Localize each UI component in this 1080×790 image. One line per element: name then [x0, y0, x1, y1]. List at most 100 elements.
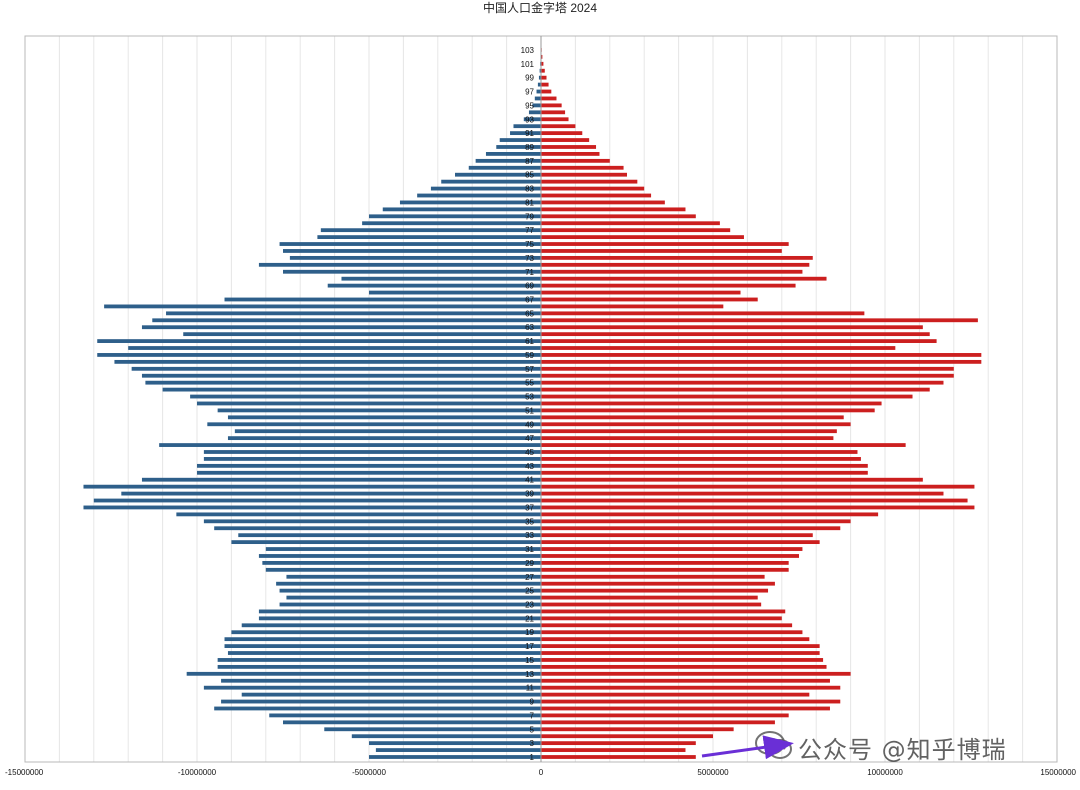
right-bar-age-95: [541, 103, 562, 108]
right-bar-age-60: [541, 346, 896, 350]
left-bar-age-65: [166, 311, 542, 316]
left-bar-age-48: [234, 429, 541, 434]
right-bar-age-46: [541, 443, 906, 447]
left-bar-age-17: [224, 644, 541, 648]
left-bar-age-49: [207, 422, 541, 427]
left-bar-age-57: [131, 366, 541, 371]
left-bar-age-67: [224, 297, 541, 302]
right-bar-age-102: [541, 54, 543, 59]
left-bar-age-7: [269, 713, 541, 718]
left-bar-age-39: [121, 491, 541, 496]
right-bar-age-84: [541, 179, 638, 184]
left-bar-age-1: [369, 755, 541, 759]
age-tick-label: 75: [525, 240, 534, 249]
age-tick-label: 79: [525, 212, 534, 221]
left-bar-age-13: [186, 671, 541, 676]
x-tick-label: -5000000: [352, 768, 386, 777]
age-tick-label: 81: [525, 198, 534, 207]
right-bar-age-28: [541, 567, 789, 572]
left-bar-age-62: [183, 332, 542, 337]
age-tick-label: 73: [525, 254, 534, 263]
left-bar-age-54: [162, 387, 541, 392]
left-bar-age-78: [362, 221, 541, 226]
right-bar-age-42: [541, 470, 868, 475]
left-bar-age-68: [369, 290, 541, 295]
left-bar-age-31: [265, 547, 541, 551]
right-bar-age-1: [541, 755, 696, 759]
right-bar-age-15: [541, 658, 824, 662]
left-bar-age-2: [375, 748, 541, 752]
left-bar-age-55: [145, 380, 541, 385]
age-tick-label: 101: [521, 60, 535, 69]
left-bar-age-50: [227, 415, 541, 420]
left-bar-age-4: [351, 734, 541, 739]
left-bar-age-69: [327, 283, 541, 288]
x-tick-label: 5000000: [697, 768, 729, 777]
right-bar-age-80: [541, 207, 686, 212]
left-bar-age-99: [538, 75, 541, 80]
right-bar-age-9: [541, 699, 841, 704]
left-bar-age-21: [258, 616, 541, 621]
right-bar-age-12: [541, 678, 830, 683]
right-bar-age-82: [541, 193, 652, 198]
right-bar-age-30: [541, 554, 799, 558]
right-bar-age-89: [541, 145, 597, 149]
right-bar-age-40: [541, 484, 975, 489]
right-bar-age-32: [541, 540, 820, 545]
age-tick-label: 65: [525, 309, 534, 318]
left-bar-age-76: [317, 235, 541, 240]
age-tick-label: 43: [525, 462, 534, 471]
left-bar-age-96: [534, 96, 541, 101]
left-bar-age-23: [279, 602, 541, 607]
right-bar-age-19: [541, 630, 803, 635]
left-bar-age-20: [241, 623, 541, 628]
left-bar-age-43: [197, 463, 541, 468]
age-tick-label: 33: [525, 531, 534, 540]
right-bar-age-61: [541, 339, 937, 343]
age-tick-label: 99: [525, 74, 534, 83]
right-bar-age-26: [541, 581, 775, 586]
left-bar-age-88: [485, 152, 541, 156]
right-bar-age-88: [541, 152, 600, 156]
right-bar-age-83: [541, 186, 645, 191]
left-bar-age-14: [217, 664, 541, 669]
right-bar-age-2: [541, 748, 686, 752]
right-bar-age-81: [541, 200, 665, 205]
left-bar-age-94: [528, 110, 541, 115]
right-bar-age-58: [541, 359, 982, 364]
age-tick-label: 5: [530, 725, 535, 734]
age-tick-label: 3: [530, 739, 535, 748]
age-tick-label: 69: [525, 282, 534, 291]
left-bar-age-34: [214, 526, 541, 531]
left-bar-age-18: [224, 637, 541, 642]
age-tick-label: 89: [525, 143, 534, 152]
left-bar-age-6: [283, 720, 541, 725]
age-tick-label: 25: [525, 587, 534, 596]
left-bar-age-12: [221, 678, 541, 683]
right-bar-age-92: [541, 124, 576, 129]
age-tick-label: 83: [525, 185, 534, 194]
age-tick-label: 97: [525, 88, 534, 97]
left-bar-age-15: [217, 658, 541, 662]
age-tick-label: 85: [525, 171, 534, 180]
right-bar-age-55: [541, 380, 944, 385]
right-bar-age-5: [541, 727, 734, 732]
left-bar-age-45: [203, 450, 541, 454]
left-bar-age-44: [203, 457, 541, 461]
left-bar-age-51: [217, 408, 541, 413]
right-bar-age-14: [541, 664, 827, 669]
age-tick-label: 53: [525, 393, 534, 402]
left-bar-age-100: [539, 68, 541, 73]
right-bar-age-101: [541, 61, 544, 66]
left-bar-age-35: [203, 519, 541, 524]
right-bar-age-99: [541, 75, 547, 80]
right-bar-age-39: [541, 491, 944, 496]
left-bar-age-29: [262, 560, 541, 565]
right-bar-age-56: [541, 373, 954, 378]
left-bar-age-28: [265, 567, 541, 572]
left-bar-age-53: [190, 394, 541, 399]
left-bar-age-36: [176, 512, 542, 517]
age-tick-label: 39: [525, 490, 534, 499]
left-bar-age-52: [197, 401, 541, 406]
left-bar-age-91: [510, 131, 541, 136]
